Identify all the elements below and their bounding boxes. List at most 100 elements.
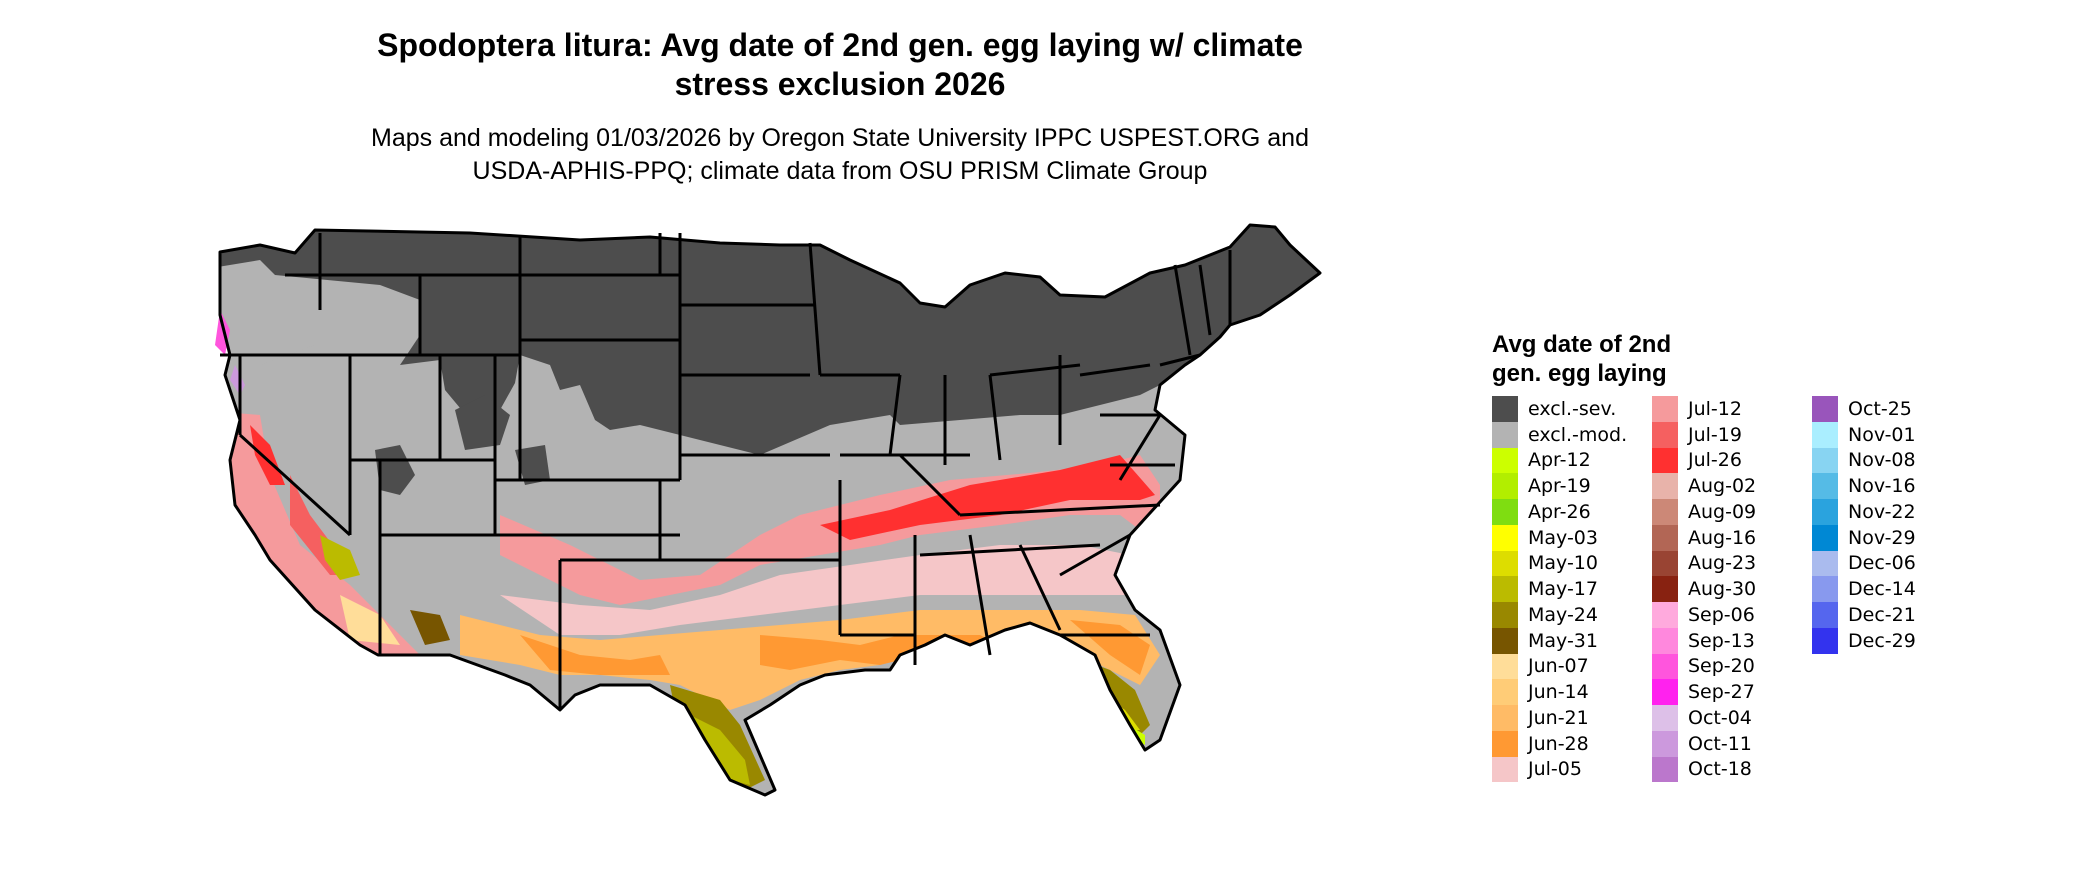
legend-title-line-1: Avg date of 2nd	[1492, 331, 1672, 358]
legend-label: May-03	[1528, 526, 1598, 549]
subtitle-line-1: Maps and modeling 01/03/2026 by Oregon S…	[371, 124, 1309, 152]
legend-item: Dec-29	[1812, 627, 2002, 654]
legend-label: Sep-27	[1688, 681, 1755, 704]
legend-label: Nov-16	[1848, 475, 1916, 498]
legend-item: Jun-14	[1492, 679, 1682, 705]
legend-swatch	[1492, 473, 1518, 499]
legend-swatch	[1652, 653, 1678, 680]
legend-item: Sep-27	[1652, 679, 1842, 705]
legend-label: Aug-02	[1688, 475, 1757, 498]
legend-swatch	[1652, 576, 1678, 602]
legend-label: Apr-26	[1528, 500, 1591, 523]
legend-swatch	[1652, 499, 1678, 525]
legend-swatch	[1492, 421, 1518, 448]
legend-item: May-24	[1492, 602, 1682, 628]
legend-label: Aug-09	[1688, 500, 1757, 523]
state-borders	[218, 223, 1322, 797]
legend-swatch	[1492, 499, 1518, 525]
legend-swatch	[1492, 756, 1518, 783]
legend-label: Jun-28	[1528, 732, 1589, 755]
legend-item: Nov-22	[1812, 499, 2002, 525]
legend-item: May-17	[1492, 576, 1682, 602]
legend-label: Jun-14	[1528, 681, 1589, 704]
legend-label: Sep-20	[1688, 655, 1755, 678]
legend-label: Oct-25	[1848, 397, 1912, 420]
map-subtitle: Maps and modeling 01/03/2026 by Oregon S…	[300, 122, 1380, 188]
legend-item: Dec-14	[1812, 576, 2002, 602]
legend-item: Jul-26	[1652, 447, 1842, 474]
legend-item: Jun-28	[1492, 730, 1682, 757]
legend-label: Apr-12	[1528, 449, 1591, 472]
legend-item: Dec-06	[1812, 550, 2002, 577]
legend-item: Nov-01	[1812, 421, 2002, 448]
legend-swatch	[1652, 679, 1678, 705]
legend-label: Jun-21	[1528, 706, 1589, 729]
legend-swatch	[1652, 627, 1678, 654]
legend-item: Jul-05	[1492, 756, 1682, 783]
legend-item: Nov-29	[1812, 524, 2002, 551]
map-title: Spodoptera litura: Avg date of 2nd gen. …	[300, 26, 1380, 104]
legend-label: Oct-04	[1688, 706, 1752, 729]
legend-swatch	[1492, 524, 1518, 551]
legend: excl.-sev. excl.-mod. Apr-12 Apr-19 Apr-26 Ma…	[1492, 396, 2052, 786]
legend-swatch	[1652, 550, 1678, 577]
legend-swatch	[1492, 653, 1518, 680]
legend-column: Jul-12 Jul-19 Jul-26 Aug-02 Aug-09 Aug-16 Aug-…	[1652, 396, 1842, 783]
legend-swatch	[1652, 730, 1678, 757]
legend-label: Jul-12	[1688, 397, 1742, 420]
legend-item: excl.-sev.	[1492, 396, 1682, 422]
legend-label: Apr-19	[1528, 475, 1591, 498]
legend-item: Nov-08	[1812, 447, 2002, 474]
legend-swatch	[1492, 576, 1518, 602]
legend-swatch	[1492, 396, 1518, 422]
legend-item: Jun-21	[1492, 705, 1682, 731]
legend-label: Jul-05	[1528, 758, 1582, 781]
legend-item: May-03	[1492, 524, 1682, 551]
legend-item: Aug-16	[1652, 524, 1842, 551]
legend-item: Oct-25	[1812, 396, 2002, 422]
legend-label: Jul-19	[1688, 423, 1742, 446]
legend-swatch	[1812, 421, 1838, 448]
legend-label: Dec-06	[1848, 552, 1916, 575]
legend-swatch	[1812, 396, 1838, 422]
legend-item: Aug-02	[1652, 473, 1842, 499]
legend-item: May-31	[1492, 627, 1682, 654]
climate-fill	[220, 225, 1320, 795]
legend-swatch	[1812, 576, 1838, 602]
legend-swatch	[1652, 473, 1678, 499]
title-line-1: Spodoptera litura: Avg date of 2nd gen. …	[377, 27, 1303, 63]
us-map	[215, 223, 1322, 797]
legend-swatch	[1492, 602, 1518, 628]
legend-item: May-10	[1492, 550, 1682, 577]
legend-swatch	[1492, 627, 1518, 654]
legend-swatch	[1812, 627, 1838, 654]
legend-label: Sep-13	[1688, 629, 1755, 652]
legend-column: excl.-sev. excl.-mod. Apr-12 Apr-19 Apr-26 Ma…	[1492, 396, 1682, 783]
legend-item: Aug-09	[1652, 499, 1842, 525]
legend-item: Apr-19	[1492, 473, 1682, 499]
legend-label: Aug-30	[1688, 578, 1757, 601]
legend-swatch	[1652, 524, 1678, 551]
legend-item: Jul-19	[1652, 421, 1842, 448]
legend-item: Sep-20	[1652, 653, 1842, 680]
legend-swatch	[1652, 756, 1678, 783]
legend-label: excl.-mod.	[1528, 423, 1628, 446]
legend-swatch	[1492, 447, 1518, 474]
legend-label: Oct-11	[1688, 732, 1752, 755]
legend-item: Aug-30	[1652, 576, 1842, 602]
legend-title-line-2: gen. egg laying	[1492, 360, 1667, 387]
legend-item: Oct-18	[1652, 756, 1842, 783]
legend-item: Jun-07	[1492, 653, 1682, 680]
legend-swatch	[1812, 447, 1838, 474]
legend-label: Jul-26	[1688, 449, 1742, 472]
legend-label: May-17	[1528, 578, 1598, 601]
legend-item: Jul-12	[1652, 396, 1842, 422]
legend-item: Apr-26	[1492, 499, 1682, 525]
legend-swatch	[1812, 499, 1838, 525]
legend-label: Dec-21	[1848, 603, 1916, 626]
legend-item: Apr-12	[1492, 447, 1682, 474]
legend-label: Nov-22	[1848, 500, 1916, 523]
legend-label: May-10	[1528, 552, 1598, 575]
legend-swatch	[1492, 730, 1518, 757]
title-line-2: stress exclusion 2026	[674, 66, 1006, 102]
